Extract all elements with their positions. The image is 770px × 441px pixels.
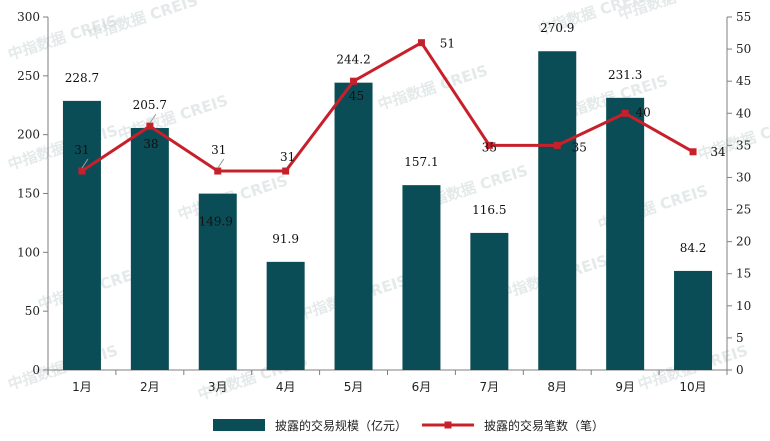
y-right-tick-label: 15: [736, 267, 751, 281]
line-series: [78, 39, 697, 175]
line-point: [282, 167, 290, 175]
bar: [266, 261, 305, 370]
y-right-tick-label: 45: [736, 74, 751, 88]
bar-value-label: 231.3: [608, 68, 642, 82]
line-value-label: 34: [710, 145, 726, 159]
x-tick-label: 7月: [480, 380, 500, 394]
bar-value-label: 157.1: [404, 155, 438, 169]
bar: [334, 82, 373, 371]
watermark-text: 中指数据 CREIS: [86, 0, 200, 44]
bar: [674, 270, 713, 370]
bar-value-label: 149.9: [199, 215, 233, 229]
y-right-tick-label: 55: [736, 10, 751, 24]
bar-value-label: 84.2: [680, 241, 707, 255]
y-left-tick-label: 200: [17, 128, 40, 142]
bar: [470, 232, 509, 370]
bar-value-label: 116.5: [472, 203, 506, 217]
y-left-tick-label: 100: [17, 245, 40, 259]
bar: [62, 100, 101, 370]
bar-value-label: 244.2: [336, 53, 370, 67]
bar: [130, 127, 169, 371]
line-point: [553, 141, 561, 149]
x-tick-label: 2月: [140, 380, 160, 394]
line-value-label: 35: [482, 140, 497, 154]
label-leader-line: [81, 158, 89, 169]
bar: [198, 193, 237, 370]
y-right-tick-label: 40: [736, 106, 751, 120]
legend-label-line: 披露的交易笔数（笔）: [484, 418, 604, 433]
watermark-text: 中指数据 CREIS: [6, 341, 120, 393]
x-tick-label: 9月: [615, 380, 635, 394]
line-point: [689, 148, 697, 156]
label-leader-line: [149, 113, 157, 124]
bar-value-label: 228.7: [65, 71, 99, 85]
y-right-tick-label: 20: [736, 235, 751, 249]
line-value-label: 31: [280, 150, 295, 164]
y-right-tick-label: 5: [736, 331, 744, 345]
bar-series: [62, 51, 713, 371]
line-value-label: 51: [440, 37, 455, 51]
legend-label-bar: 披露的交易规模（亿元）: [275, 418, 407, 433]
bar: [606, 97, 645, 370]
watermark-text: 中指数据 CREIS: [696, 111, 770, 163]
y-right-tick-label: 50: [736, 42, 751, 56]
line-point: [146, 122, 154, 130]
y-left-tick-label: 0: [32, 363, 40, 377]
watermark-text: 中指数据 CREIS: [616, 0, 730, 24]
line-point: [417, 39, 425, 47]
line-value-label: 31: [74, 143, 89, 157]
y-right-tick-label: 0: [736, 363, 744, 377]
x-tick-label: 10月: [679, 380, 706, 394]
bar-value-label: 91.9: [272, 232, 299, 246]
legend-swatch-bar: [213, 419, 265, 431]
line-value-label: 31: [211, 143, 226, 157]
x-tick-label: 4月: [276, 380, 296, 394]
legend: 披露的交易规模（亿元） 披露的交易笔数（笔）: [213, 418, 604, 433]
x-tick-label: 5月: [344, 380, 364, 394]
y-left-tick-label: 50: [25, 304, 40, 318]
x-tick-label: 8月: [547, 380, 567, 394]
line-point: [621, 109, 629, 117]
label-leader-line: [217, 158, 225, 169]
line-value-label: 35: [572, 140, 587, 154]
bar-value-label: 205.7: [133, 98, 167, 112]
line-value-label: 40: [636, 105, 651, 119]
bar: [538, 51, 577, 371]
line-point: [485, 141, 493, 149]
y-right-tick-label: 25: [736, 203, 751, 217]
legend-swatch-marker: [444, 421, 452, 429]
bar-value-label: 270.9: [540, 21, 574, 35]
y-left-tick-label: 150: [17, 187, 40, 201]
y-right-tick-label: 10: [736, 299, 751, 313]
watermark-text: 中指数据 CREIS: [376, 61, 490, 113]
line-value-label: 38: [143, 137, 158, 151]
line-point: [350, 77, 358, 85]
line-point: [214, 167, 222, 175]
series-line: [81, 41, 694, 173]
x-tick-label: 3月: [208, 380, 228, 394]
line-point: [78, 167, 86, 175]
y-left-tick-label: 250: [17, 69, 40, 83]
line-value-label: 45: [349, 89, 364, 103]
y-left-tick-label: 300: [17, 10, 40, 24]
x-tick-label: 1月: [72, 380, 92, 394]
bar: [402, 185, 441, 370]
x-tick-label: 6月: [412, 380, 432, 394]
y-right-tick-label: 35: [736, 138, 751, 152]
y-right-tick-label: 30: [736, 170, 751, 184]
data-labels: 228.7 205.7 149.9 91.9 244.2 157.1 116.5 270.9 2…: [65, 21, 726, 255]
